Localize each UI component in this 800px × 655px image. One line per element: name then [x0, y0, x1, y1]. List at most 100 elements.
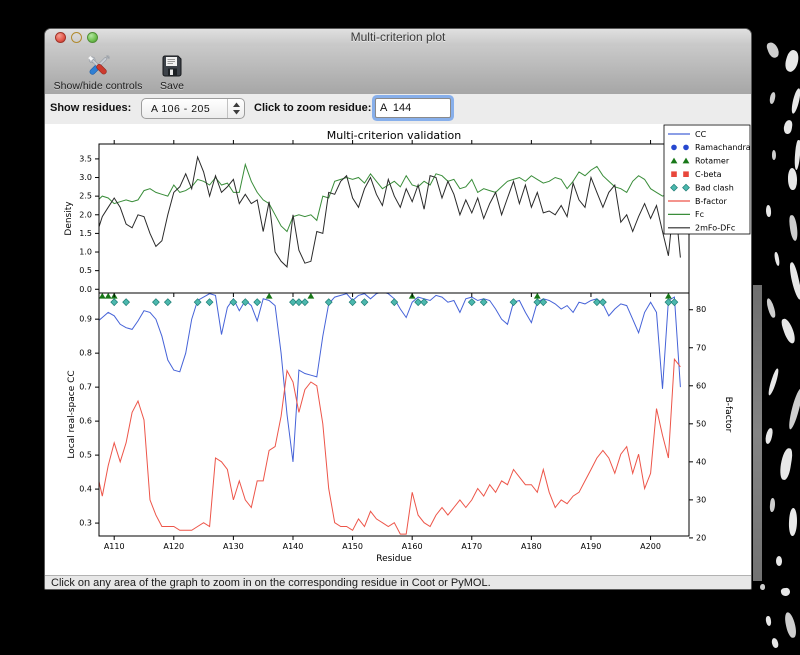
- svg-text:A170: A170: [461, 542, 482, 551]
- controls-row: Show residues: A 106 - 205 Click to zoom…: [45, 94, 751, 125]
- svg-text:70: 70: [696, 343, 706, 352]
- svg-text:3.5: 3.5: [79, 154, 92, 163]
- svg-text:B-factor: B-factor: [695, 197, 728, 206]
- artifact-blob: [769, 497, 776, 513]
- svg-text:Fc: Fc: [695, 210, 704, 219]
- tick-labels: A110 A120 A130 A140 A150 A160 A170 A180 A190 A200…: [79, 154, 706, 551]
- desktop-gray-strip: [753, 285, 762, 581]
- svg-text:Ramachandran: Ramachandran: [695, 143, 752, 152]
- svg-text:Bad clash: Bad clash: [695, 183, 734, 192]
- svg-text:2.0: 2.0: [79, 210, 92, 219]
- svg-text:0.7: 0.7: [79, 383, 92, 392]
- artifact-blob: [765, 40, 781, 60]
- multi-criterion-figure[interactable]: A110 A120 A130 A140 A150 A160 A170 A180 A190 A200…: [45, 124, 752, 575]
- zoom-window-button[interactable]: [87, 32, 98, 43]
- series-CC: [99, 293, 681, 462]
- top-axes-frame: [98, 143, 690, 294]
- svg-text:60: 60: [696, 381, 706, 390]
- svg-text:Rotamer: Rotamer: [695, 157, 730, 166]
- svg-text:A190: A190: [581, 542, 602, 551]
- svg-text:2.5: 2.5: [79, 192, 92, 201]
- artifact-blob: [788, 214, 799, 242]
- svg-text:0.0: 0.0: [79, 285, 92, 294]
- svg-text:0.5: 0.5: [79, 266, 92, 275]
- svg-text:3.0: 3.0: [79, 173, 92, 182]
- close-button[interactable]: [55, 32, 66, 43]
- svg-text:1.0: 1.0: [79, 248, 92, 257]
- toolbar: Show/hide controls Save: [45, 46, 751, 95]
- svg-text:CC: CC: [695, 130, 707, 139]
- markers-triangle: [99, 293, 672, 299]
- svg-text:0.9: 0.9: [79, 315, 92, 324]
- svg-text:A140: A140: [283, 542, 304, 551]
- status-bar: Click on any area of the graph to zoom i…: [45, 575, 751, 589]
- x-axis-label: Residue: [376, 554, 412, 564]
- artifact-blob: [788, 507, 798, 537]
- show-residues-value: A 106 - 205: [151, 102, 211, 115]
- bfactor-axis-label: B-factor: [723, 397, 733, 433]
- show-residues-dropdown[interactable]: A 106 - 205: [141, 98, 245, 119]
- svg-text:A120: A120: [163, 542, 184, 551]
- svg-text:1.5: 1.5: [79, 229, 92, 238]
- svg-text:A150: A150: [342, 542, 363, 551]
- artifact-blob: [770, 637, 780, 649]
- series-B-factor: [99, 357, 681, 535]
- tools-icon: [85, 52, 111, 80]
- plot-region[interactable]: A110 A120 A130 A140 A150 A160 A170 A180 A190 A200…: [45, 124, 751, 575]
- density-axis-label: Density: [64, 201, 74, 236]
- artifact-blob: [765, 297, 777, 319]
- svg-text:A160: A160: [402, 542, 423, 551]
- svg-text:50: 50: [696, 419, 706, 428]
- title-bar[interactable]: Multi-criterion plot: [45, 29, 751, 47]
- svg-text:2mFo-DFc: 2mFo-DFc: [695, 224, 735, 233]
- svg-text:40: 40: [696, 457, 706, 466]
- artifact-blob: [787, 167, 798, 191]
- artifact-blob: [768, 91, 777, 105]
- zoom-residue-input[interactable]: [375, 98, 451, 118]
- show-hide-controls-button[interactable]: Show/hide controls: [47, 47, 149, 92]
- artifact-blob: [776, 556, 782, 566]
- artifact-blob: [778, 447, 794, 481]
- minimize-button[interactable]: [71, 32, 82, 43]
- artifact-blob: [789, 87, 800, 115]
- traffic-lights: [55, 32, 98, 43]
- svg-text:0.4: 0.4: [79, 485, 92, 494]
- cc-axis-label: Local real-space CC: [67, 370, 77, 458]
- bottom-axes-frame: [98, 292, 690, 537]
- zoom-residue-label: Click to zoom residue:: [254, 102, 372, 114]
- svg-text:0.8: 0.8: [79, 349, 92, 358]
- artifact-blob: [793, 139, 800, 171]
- series-2mFo-DFc: [99, 155, 681, 268]
- svg-text:0.3: 0.3: [79, 519, 92, 528]
- save-label: Save: [160, 80, 184, 92]
- svg-text:A180: A180: [521, 542, 542, 551]
- save-icon: [160, 52, 184, 80]
- svg-text:A110: A110: [104, 542, 125, 551]
- artifact-blob: [764, 427, 774, 445]
- artifact-blob: [771, 149, 777, 161]
- artifact-blob: [780, 317, 797, 345]
- artifact-blob: [780, 587, 791, 597]
- save-button[interactable]: Save: [151, 47, 193, 92]
- markers-diamond: [110, 298, 679, 307]
- show-residues-label: Show residues:: [50, 102, 132, 114]
- artifact-blob: [783, 611, 798, 639]
- artifact-blob: [765, 204, 772, 218]
- svg-text:30: 30: [696, 495, 706, 504]
- app-window: Multi-criterion plot: [44, 28, 752, 590]
- stepper-arrows-icon: [227, 99, 244, 118]
- legend: CC Ramachandran Rotamer C-beta Bad clash B-fa…: [663, 124, 752, 235]
- svg-text:80: 80: [696, 305, 706, 314]
- artifact-blob: [783, 48, 800, 74]
- svg-text:0.5: 0.5: [79, 451, 92, 460]
- artifact-blob: [773, 251, 781, 267]
- artifact-blob: [786, 387, 800, 431]
- artifact-blob: [759, 583, 766, 591]
- axis-ticks: [95, 140, 693, 540]
- svg-text:C-beta: C-beta: [695, 170, 722, 179]
- svg-text:A200: A200: [640, 542, 661, 551]
- artifact-blob: [783, 119, 793, 135]
- artifact-blob: [765, 615, 772, 627]
- series-Fc: [99, 162, 681, 233]
